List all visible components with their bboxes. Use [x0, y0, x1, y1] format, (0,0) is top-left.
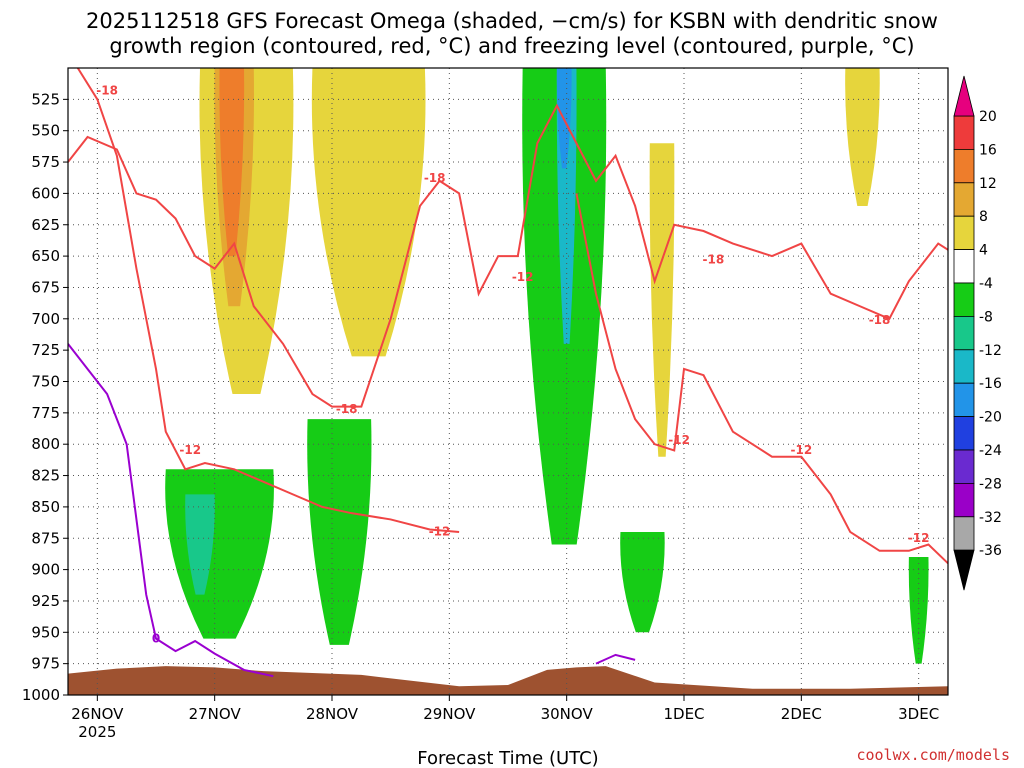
x-tick-label: 28NOV [306, 705, 359, 723]
contour-label: 0 [152, 631, 160, 645]
omega-region [311, 68, 426, 357]
colorbar-label: 20 [979, 109, 997, 125]
y-tick-label: 625 [31, 216, 60, 234]
colorbar-top-arrow [953, 75, 975, 117]
x-tick-label: 2DEC [781, 705, 822, 723]
contour-label: -12 [179, 443, 201, 457]
contour-label: -12 [908, 531, 930, 545]
colorbar-band [953, 215, 975, 250]
colorbar-label: -32 [979, 510, 1002, 526]
colorbar: 20 16 12 8 4 -4 -8 -12 -16 -20 -24 -28 -32 -36 [953, 75, 1002, 591]
omega-region [185, 494, 215, 595]
y-tick-label: 900 [31, 561, 60, 579]
credit-link[interactable]: coolwx.com/models [856, 746, 1010, 764]
y-tick-label: 975 [31, 655, 60, 673]
x-tick-label: 26NOV [71, 705, 124, 723]
y-tick-label: 850 [31, 498, 60, 516]
chart-title-line-1: 2025112518 GFS Forecast Omega (shaded, −… [86, 9, 938, 33]
freezing-level-contour [595, 653, 636, 665]
colorbar-band [953, 482, 975, 518]
y-tick-label: 725 [31, 341, 60, 359]
colorbar-label: 16 [979, 142, 997, 158]
y-axis-ticks: 525 550 575 600 625 650 675 700 725 750 775 800 825 8… [22, 90, 68, 704]
omega-region [649, 143, 675, 457]
contour-label: -18 [336, 402, 358, 416]
freezing-level-contour [68, 343, 274, 678]
y-tick-label: 650 [31, 247, 60, 265]
omega-shading [165, 68, 929, 664]
colorbar-label: -4 [979, 276, 993, 292]
y-tick-label: 825 [31, 467, 60, 485]
colorbar-band [953, 516, 975, 551]
colorbar-band [953, 349, 975, 384]
omega-region [845, 68, 880, 206]
y-tick-label: 775 [31, 404, 60, 422]
y-tick-label: 800 [31, 435, 60, 453]
omega-region [908, 557, 929, 664]
x-tick-label: 3DEC [898, 705, 939, 723]
y-tick-label: 950 [31, 623, 60, 641]
colorbar-bottom-arrow [953, 549, 975, 591]
colorbar-label: -36 [979, 543, 1002, 559]
colorbar-band [953, 182, 975, 217]
grid-lines [68, 68, 948, 695]
y-tick-label: 675 [31, 278, 60, 296]
x-tick-label: 27NOV [189, 705, 242, 723]
dgz-contours [68, 68, 948, 678]
colorbar-band [953, 315, 975, 351]
x-tick-label: 30NOV [541, 705, 594, 723]
contour-label: -12 [668, 433, 690, 447]
dgz-contour-line [76, 68, 460, 533]
contour-label: -18 [424, 171, 446, 185]
contour-label: -12 [790, 443, 812, 457]
contour-labels: -18 -18 -18 -18 -18 -12 -12 -12 -12 -12 -12 0 [96, 83, 929, 645]
contour-label: -18 [702, 253, 724, 267]
colorbar-label: -16 [979, 376, 1002, 392]
omega-region [165, 469, 274, 639]
colorbar-band [953, 416, 975, 451]
terrain-fill [68, 666, 948, 695]
colorbar-label: -12 [979, 343, 1002, 359]
colorbar-label: 8 [979, 209, 988, 225]
colorbar-band [953, 148, 975, 184]
colorbar-label: -24 [979, 443, 1002, 459]
colorbar-band [953, 282, 975, 317]
colorbar-label: 4 [979, 243, 988, 259]
y-tick-label: 600 [31, 184, 60, 202]
chart-title-line-2: growth region (contoured, red, °C) and f… [109, 34, 914, 58]
y-tick-label: 1000 [22, 686, 60, 704]
terrain-area [68, 666, 948, 695]
colorbar-band [953, 382, 975, 418]
omega-region [307, 419, 372, 645]
contour-label: -12 [512, 270, 534, 284]
x-tick-label: 1DEC [663, 705, 704, 723]
omega-region [219, 68, 245, 257]
colorbar-band [953, 249, 975, 284]
colorbar-label: -28 [979, 476, 1002, 492]
colorbar-label: -20 [979, 410, 1002, 426]
y-tick-label: 550 [31, 122, 60, 140]
y-tick-label: 700 [31, 310, 60, 328]
y-tick-label: 925 [31, 592, 60, 610]
contour-label: -18 [869, 313, 891, 327]
contour-label: -18 [96, 83, 118, 97]
y-tick-label: 750 [31, 373, 60, 391]
colorbar-band [953, 449, 975, 484]
x-tick-label: 29NOV [423, 705, 476, 723]
dgz-contour-line [575, 193, 948, 565]
contour-label: -12 [429, 525, 451, 539]
y-tick-label: 875 [31, 529, 60, 547]
dgz-contour-line [68, 103, 948, 408]
x-axis-label: Forecast Time (UTC) [417, 748, 598, 768]
omega-region [620, 531, 665, 633]
x-tick-sublabel: 2025 [78, 723, 116, 741]
y-tick-label: 525 [31, 90, 60, 108]
colorbar-band [953, 115, 975, 150]
y-tick-label: 575 [31, 153, 60, 171]
colorbar-label: -8 [979, 309, 993, 325]
colorbar-label: 12 [979, 176, 997, 192]
